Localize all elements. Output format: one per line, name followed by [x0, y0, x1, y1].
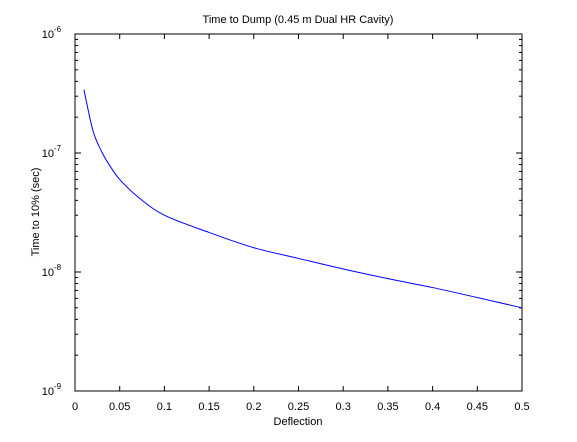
x-tick-label: 0.1 — [157, 401, 172, 413]
chart-title: Time to Dump (0.45 m Dual HR Cavity) — [203, 14, 394, 26]
x-tick-labels: 0 0.05 0.1 0.15 0.2 0.25 0.3 0.35 0.4 0.45 0.5 — [72, 401, 530, 413]
y-tick-label-exponent: -7 — [54, 144, 62, 153]
y-tick-label-base: 10 — [42, 267, 54, 279]
series-line — [83, 89, 523, 309]
x-axis-label: Deflection — [274, 416, 323, 428]
y-tick-label-base: 10 — [42, 148, 54, 160]
x-tick-label: 0.35 — [377, 401, 398, 413]
x-tick-label: 0.15 — [198, 401, 219, 413]
y-tick-label-base: 10 — [42, 386, 54, 398]
y-tick-label: 10 -9 — [42, 382, 62, 398]
x-tick-label: 0.45 — [467, 401, 488, 413]
y-tick-label-exponent: -6 — [54, 25, 62, 34]
x-tick-label: 0.05 — [109, 401, 130, 413]
y-axis-label: Time to 10% (sec) — [30, 168, 42, 257]
y-tick-labels: 10-910-810-710-6 — [42, 25, 62, 398]
series-group — [83, 89, 523, 309]
x-tick-label: 0.25 — [288, 401, 309, 413]
x-tick-label: 0.4 — [425, 401, 440, 413]
y-tick-label-exponent: -9 — [54, 382, 62, 391]
x-tick-label: 0.5 — [514, 401, 529, 413]
y-tick-label-base: 10 — [42, 29, 54, 41]
y-tick-label: 10 -6 — [42, 25, 62, 41]
plot-area — [74, 33, 523, 392]
x-tick-label: 0 — [72, 401, 78, 413]
y-tick-label: 10 -7 — [42, 144, 62, 160]
x-tick-label: 0.3 — [336, 401, 351, 413]
axis-ticks — [74, 33, 523, 392]
y-tick-label-exponent: -8 — [54, 263, 62, 272]
x-tick-label: 0.2 — [246, 401, 261, 413]
y-tick-label: 10 -8 — [42, 263, 62, 279]
